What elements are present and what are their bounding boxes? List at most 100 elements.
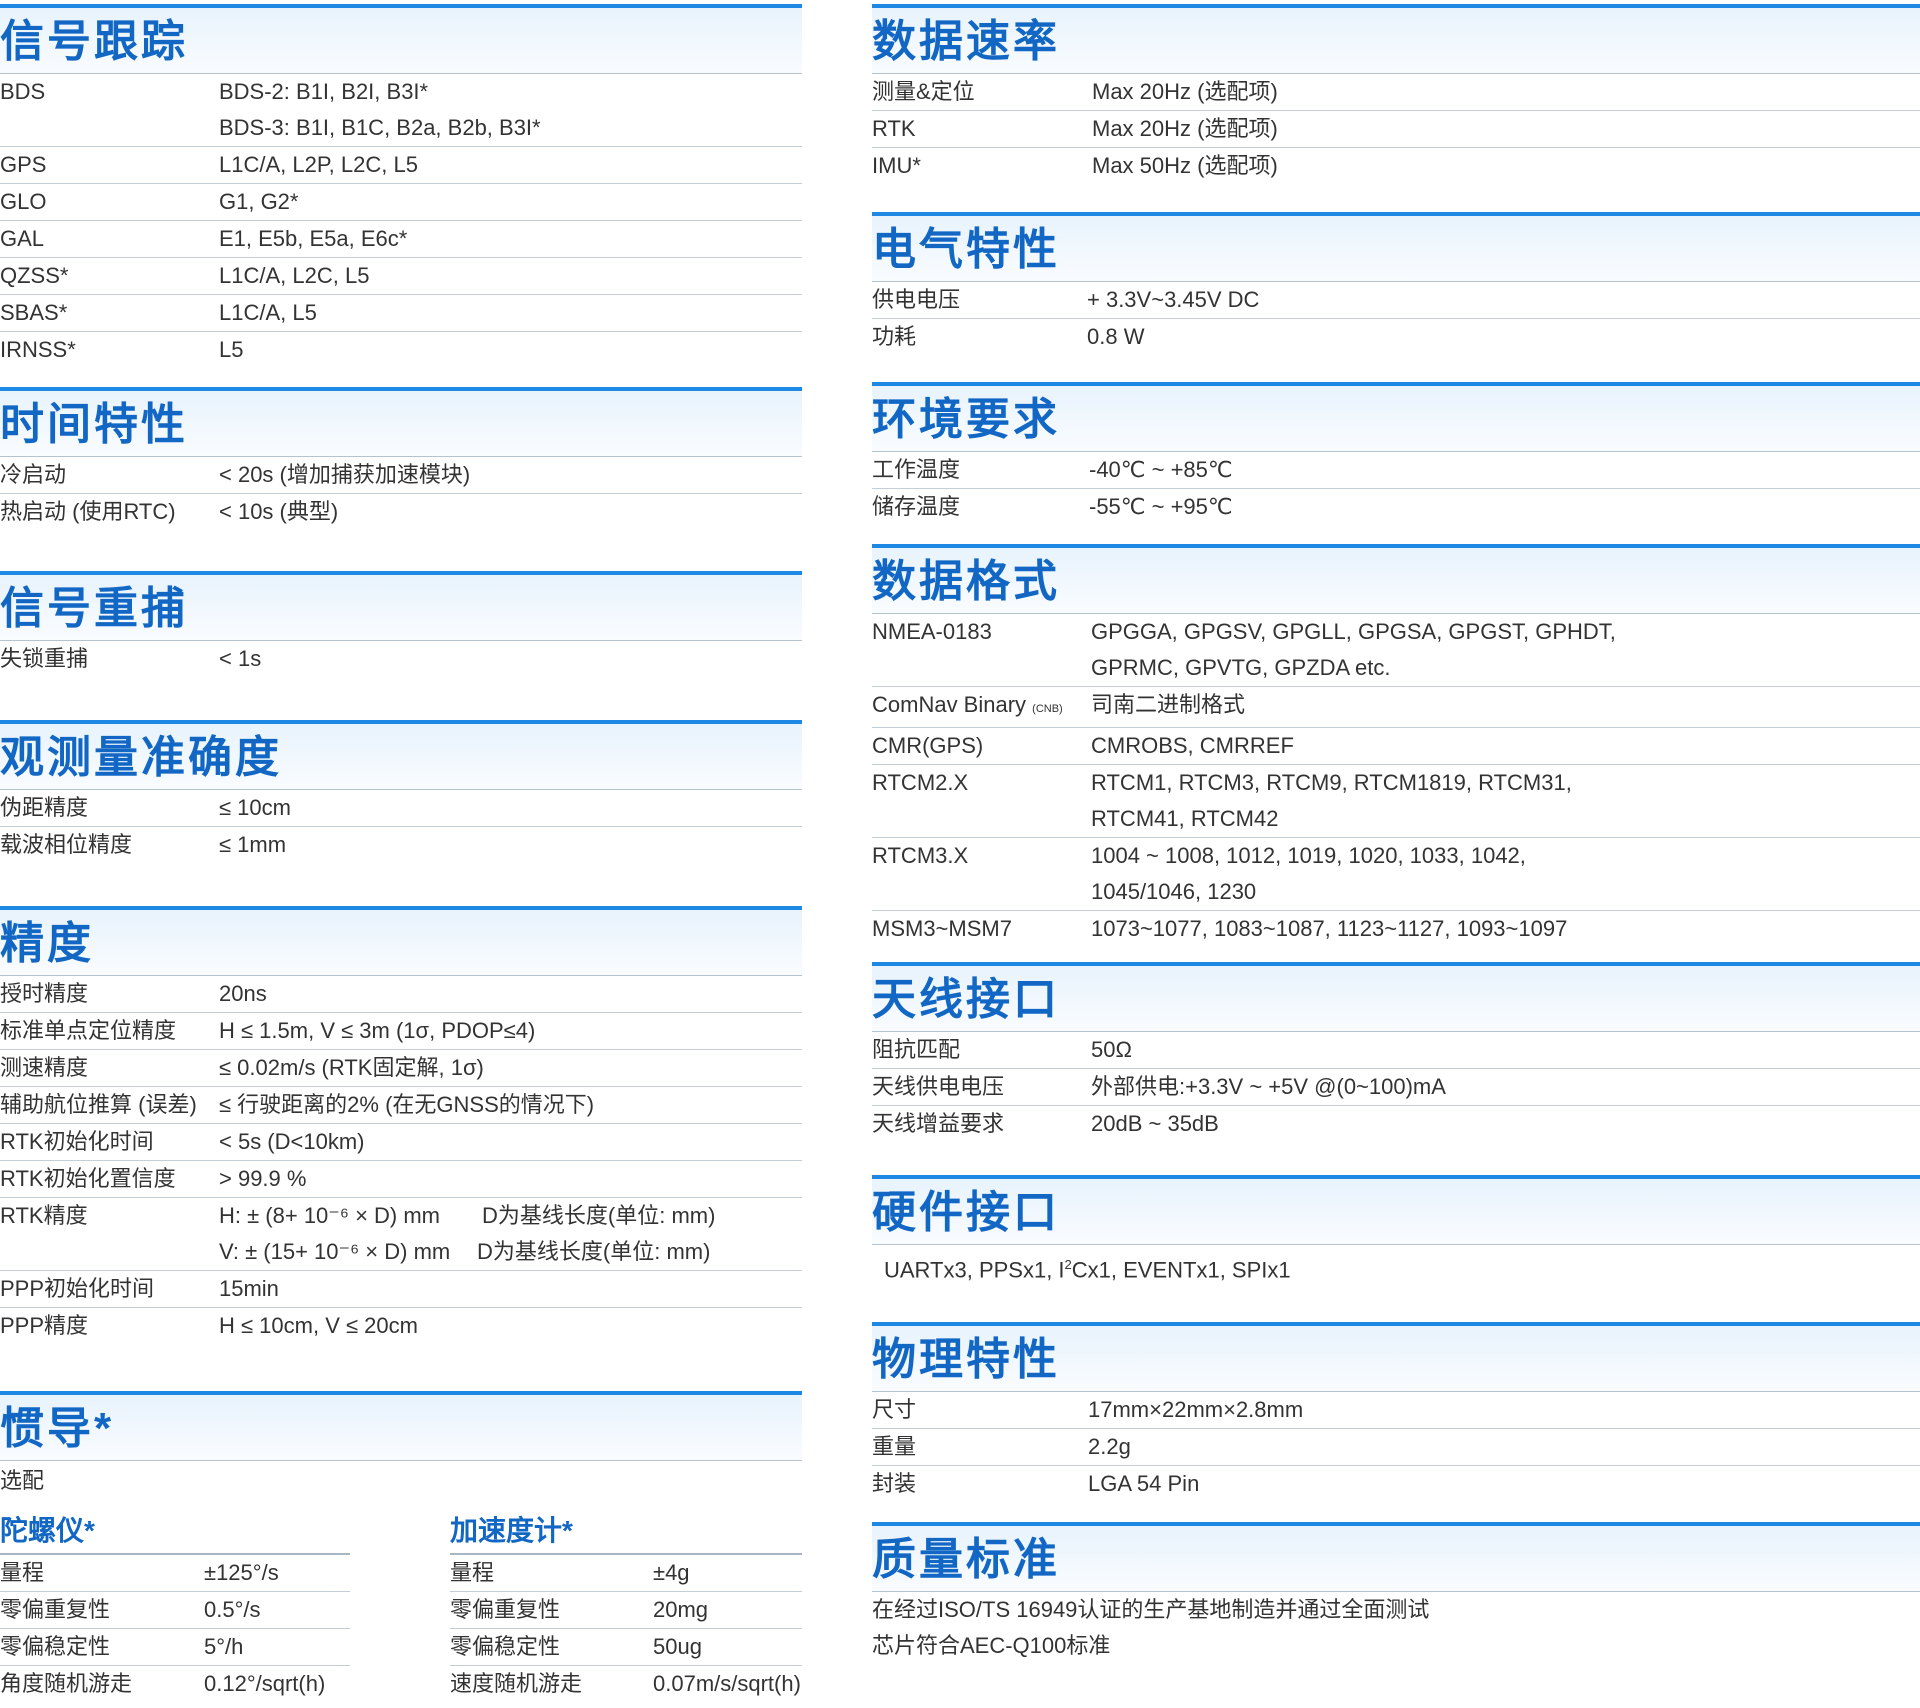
- section-time-characteristics: 时间特性 冷启动 < 20s (增加捕获加速模块) 热启动 (使用RTC) < …: [0, 387, 802, 530]
- section-title: 信号跟踪: [0, 17, 188, 66]
- row-value: LGA 54 Pin: [1088, 1471, 1200, 1496]
- section-header: 环境要求: [872, 382, 1920, 452]
- label-text: ComNav Binary: [872, 692, 1027, 717]
- row-value: 外部供电:+3.3V ~ +5V @(0~100)mA: [1091, 1074, 1446, 1099]
- rtk-v-value: V: ± (15+ 10⁻⁶ × D) mm: [219, 1239, 451, 1264]
- table-row: NMEA-0183 GPGGA, GPGSV, GPGLL, GPGSA, GP…: [872, 614, 1920, 687]
- row-label: ComNav Binary (CNB): [872, 687, 1091, 727]
- section-title: 数据格式: [872, 557, 1060, 606]
- section-data-format: 数据格式 NMEA-0183 GPGGA, GPGSV, GPGLL, GPGS…: [872, 544, 1920, 947]
- value-line: BDS-2: B1I, B2I, B3I*: [219, 79, 429, 104]
- table-row: 授时精度 20ns: [0, 976, 802, 1013]
- row-value: -40℃ ~ +85℃: [1089, 457, 1233, 482]
- table-row: 工作温度 -40℃ ~ +85℃: [872, 452, 1920, 489]
- row-value: ≤ 1mm: [219, 832, 287, 857]
- row-value: < 1s: [219, 646, 262, 671]
- row-value: Max 20Hz (选配项): [1092, 116, 1278, 141]
- row-value: 0.8 W: [1087, 324, 1145, 349]
- table-row: 测量&定位 Max 20Hz (选配项): [872, 74, 1920, 111]
- row-value: 1004 ~ 1008, 1012, 1019, 1020, 1033, 104…: [1091, 838, 1920, 910]
- row-label: RTCM2.X: [872, 770, 969, 795]
- table-row: RTK初始化置信度 > 99.9 %: [0, 1161, 802, 1198]
- row-label: 功耗: [872, 324, 917, 349]
- table-row: 天线增益要求 20dB ~ 35dB: [872, 1106, 1920, 1142]
- table-row: BDS BDS-2: B1I, B2I, B3I* BDS-3: B1I, B1…: [0, 74, 802, 147]
- accel-block: 加速度计* 量程 ±4g 零偏重复性 20mg 零偏稳定性 50ug 速度随机游…: [450, 1511, 802, 1702]
- table-row: RTCM2.X RTCM1, RTCM3, RTCM9, RTCM1819, R…: [872, 765, 1920, 838]
- row-label: 辅助航位推算 (误差): [0, 1092, 197, 1117]
- section-hardware: 硬件接口 UARTx3, PPSx1, I2Cx1, EVENTx1, SPIx…: [872, 1175, 1920, 1288]
- section-title: 硬件接口: [872, 1188, 1060, 1237]
- row-label: 量程: [0, 1560, 45, 1585]
- row-value: GPGGA, GPGSV, GPGLL, GPGSA, GPGST, GPHDT…: [1091, 614, 1920, 686]
- table-row: PPP初始化时间 15min: [0, 1271, 802, 1308]
- table-row: QZSS* L1C/A, L2C, L5: [0, 258, 802, 295]
- table-row: 伪距精度 ≤ 10cm: [0, 790, 802, 827]
- interfaces-superscript: 2: [1064, 1257, 1072, 1272]
- row-value: L1C/A, L2C, L5: [219, 263, 370, 288]
- table-row: 阻抗匹配 50Ω: [872, 1032, 1920, 1069]
- gyro-block: 陀螺仪* 量程 ±125°/s 零偏重复性 0.5°/s 零偏稳定性 5°/h …: [0, 1511, 350, 1702]
- table-row: 冷启动 < 20s (增加捕获加速模块): [0, 457, 802, 494]
- row-label: 尺寸: [872, 1397, 917, 1422]
- row-value: L1C/A, L2P, L2C, L5: [219, 152, 418, 177]
- row-value: 15min: [219, 1276, 279, 1301]
- row-label: RTK初始化置信度: [0, 1166, 176, 1191]
- row-value: 2.2g: [1088, 1434, 1131, 1459]
- row-value: H: ± (8+ 10⁻⁶ × D) mm D为基线长度(单位: mm) V: ±…: [219, 1198, 802, 1270]
- section-title: 物理特性: [872, 1335, 1060, 1384]
- table-row: IMU* Max 50Hz (选配项): [872, 148, 1920, 184]
- row-label: 量程: [450, 1560, 495, 1585]
- row-label: 阻抗匹配: [872, 1037, 961, 1062]
- table-row: 供电电压 + 3.3V~3.45V DC: [872, 282, 1920, 319]
- row-label: 冷启动: [0, 462, 67, 487]
- row-label: 零偏稳定性: [450, 1634, 561, 1659]
- table-row: GPS L1C/A, L2P, L2C, L5: [0, 147, 802, 184]
- row-label: 载波相位精度: [0, 832, 133, 857]
- section-title: 天线接口: [872, 975, 1060, 1024]
- row-value: ±4g: [653, 1560, 690, 1585]
- row-value: ±125°/s: [204, 1560, 279, 1585]
- row-label: NMEA-0183: [872, 619, 992, 644]
- row-value: 20dB ~ 35dB: [1091, 1111, 1219, 1136]
- row-label: 标准单点定位精度: [0, 1018, 177, 1043]
- row-value: > 99.9 %: [219, 1166, 307, 1191]
- section-signal-reacquisition: 信号重捕 失锁重捕 < 1s: [0, 571, 802, 677]
- row-value: Max 20Hz (选配项): [1092, 79, 1278, 104]
- row-value: CMROBS, CMRREF: [1091, 733, 1294, 758]
- row-value: 20ns: [219, 981, 267, 1006]
- section-title: 时间特性: [0, 400, 188, 449]
- row-value: 0.5°/s: [204, 1597, 261, 1622]
- row-label: 零偏重复性: [0, 1597, 111, 1622]
- table-row: 零偏稳定性 5°/h: [0, 1629, 350, 1666]
- section-header: 观测量准确度: [0, 720, 802, 790]
- table-row: CMR(GPS) CMROBS, CMRREF: [872, 728, 1920, 765]
- section-title: 观测量准确度: [0, 733, 282, 782]
- row-value: 0.12°/sqrt(h): [204, 1671, 326, 1696]
- value-line: GPRMC, GPVTG, GPZDA etc.: [1091, 655, 1391, 680]
- table-row: RTK Max 20Hz (选配项): [872, 111, 1920, 148]
- hardware-interfaces: UARTx3, PPSx1, I2Cx1, EVENTx1, SPIx1: [872, 1247, 1920, 1288]
- table-row: 重量 2.2g: [872, 1429, 1920, 1466]
- table-row: RTK初始化时间 < 5s (D<10km): [0, 1124, 802, 1161]
- value-line: BDS-3: B1I, B1C, B2a, B2b, B3I*: [219, 115, 541, 140]
- row-value: 50Ω: [1091, 1037, 1132, 1062]
- rtk-h-note: D为基线长度(单位: mm): [482, 1203, 716, 1228]
- row-label: 供电电压: [872, 287, 961, 312]
- section-header: 数据速率: [872, 4, 1920, 74]
- row-value: ≤ 10cm: [219, 795, 291, 820]
- row-value: ≤ 行驶距离的2% (在无GNSS的情况下): [219, 1092, 595, 1117]
- table-row: PPP精度 H ≤ 10cm, V ≤ 20cm: [0, 1308, 802, 1344]
- row-value: 1073~1077, 1083~1087, 1123~1127, 1093~10…: [1091, 916, 1568, 941]
- table-row: 量程 ±125°/s: [0, 1555, 350, 1592]
- row-label: 失锁重捕: [0, 646, 89, 671]
- row-label: 储存温度: [872, 494, 961, 519]
- section-header: 惯导*: [0, 1391, 802, 1461]
- table-row: 载波相位精度 ≤ 1mm: [0, 827, 802, 863]
- row-value: < 20s (增加捕获加速模块): [219, 462, 471, 487]
- section-header: 质量标准: [872, 1522, 1920, 1592]
- section-quality: 质量标准 在经过ISO/TS 16949认证的生产基地制造并通过全面测试 芯片符…: [872, 1522, 1920, 1664]
- section-header: 硬件接口: [872, 1175, 1920, 1245]
- row-value: 50ug: [653, 1634, 702, 1659]
- section-header: 信号重捕: [0, 571, 802, 641]
